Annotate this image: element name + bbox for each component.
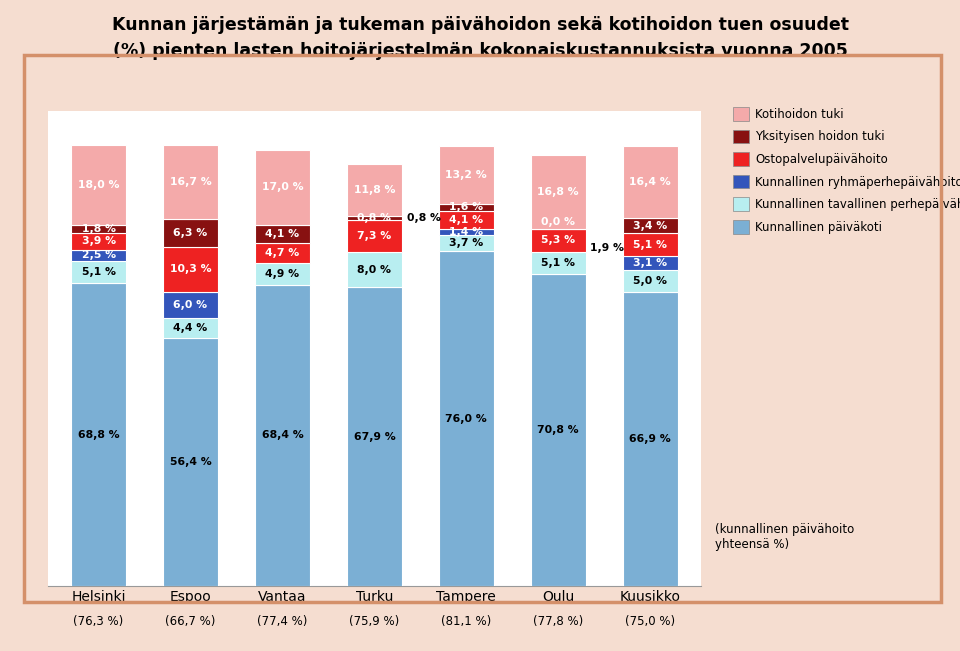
Bar <box>439 235 494 251</box>
Text: (kunnallinen päivähoito
yhteensä %): (kunnallinen päivähoito yhteensä %) <box>715 523 854 551</box>
Text: (66,7 %): (66,7 %) <box>165 615 216 628</box>
Bar <box>163 338 218 586</box>
Bar <box>623 234 678 256</box>
Text: 16,8 %: 16,8 % <box>538 187 579 197</box>
Text: 0,0 %: 0,0 % <box>541 217 575 227</box>
Bar <box>531 252 586 274</box>
Text: (%) pienten lasten hoitojärjestelmän kokonaiskustannuksista vuonna 2005: (%) pienten lasten hoitojärjestelmän kok… <box>112 42 848 61</box>
Text: (77,8 %): (77,8 %) <box>533 615 584 628</box>
Bar <box>439 146 494 204</box>
Bar <box>347 216 402 220</box>
Bar <box>163 219 218 247</box>
Text: 4,9 %: 4,9 % <box>265 269 300 279</box>
Text: 70,8 %: 70,8 % <box>538 425 579 435</box>
Bar <box>163 247 218 292</box>
Text: 5,3 %: 5,3 % <box>541 235 575 245</box>
Bar <box>531 229 586 252</box>
Text: 3,7 %: 3,7 % <box>449 238 484 248</box>
Bar <box>439 204 494 211</box>
Text: 56,4 %: 56,4 % <box>170 457 211 467</box>
Text: 2,5 %: 2,5 % <box>82 250 115 260</box>
Text: 3,1 %: 3,1 % <box>634 258 667 268</box>
Text: 4,1 %: 4,1 % <box>449 215 484 225</box>
Bar <box>347 164 402 216</box>
Bar <box>623 146 678 219</box>
Bar <box>623 219 678 234</box>
Legend: Kotihoidon tuki, Yksityisen hoidon tuki, Ostopalvelupäivähoito, Kunnallinen ryhm: Kotihoidon tuki, Yksityisen hoidon tuki,… <box>732 107 960 234</box>
Text: 76,0 %: 76,0 % <box>445 413 488 424</box>
Bar <box>439 211 494 229</box>
Bar <box>623 256 678 270</box>
Text: 6,3 %: 6,3 % <box>174 228 207 238</box>
Text: 3,4 %: 3,4 % <box>633 221 667 231</box>
Text: 68,8 %: 68,8 % <box>78 430 119 439</box>
Text: 4,1 %: 4,1 % <box>265 229 300 239</box>
Text: 11,8 %: 11,8 % <box>353 186 396 195</box>
Text: (75,0 %): (75,0 %) <box>625 615 675 628</box>
Text: 1,9 %: 1,9 % <box>590 243 624 253</box>
Text: 0,8 %: 0,8 % <box>407 213 441 223</box>
Text: Kunnan järjestämän ja tukeman päivähoidon sekä kotihoidon tuen osuudet: Kunnan järjestämän ja tukeman päivähoido… <box>111 16 849 35</box>
Text: 1,8 %: 1,8 % <box>82 223 115 234</box>
Text: 6,0 %: 6,0 % <box>174 300 207 310</box>
Bar <box>71 260 126 283</box>
Bar <box>347 220 402 252</box>
Text: 0,8 %: 0,8 % <box>357 213 392 223</box>
Text: (76,3 %): (76,3 %) <box>74 615 124 628</box>
Text: 1,4 %: 1,4 % <box>449 227 484 237</box>
Bar <box>254 264 310 285</box>
Text: 10,3 %: 10,3 % <box>170 264 211 274</box>
Text: 8,0 %: 8,0 % <box>357 264 392 275</box>
Bar <box>347 252 402 287</box>
Text: 4,7 %: 4,7 % <box>265 248 300 258</box>
Text: 68,4 %: 68,4 % <box>261 430 303 441</box>
Text: (75,9 %): (75,9 %) <box>349 615 399 628</box>
Bar <box>439 251 494 586</box>
Text: 5,1 %: 5,1 % <box>82 267 115 277</box>
Bar <box>71 225 126 232</box>
Bar <box>439 229 494 235</box>
Text: (81,1 %): (81,1 %) <box>442 615 492 628</box>
Bar <box>347 287 402 586</box>
Bar <box>163 292 218 318</box>
Bar <box>531 155 586 229</box>
Bar <box>531 274 586 586</box>
Text: 3,9 %: 3,9 % <box>82 236 115 246</box>
Text: 67,9 %: 67,9 % <box>353 432 396 441</box>
Text: (77,4 %): (77,4 %) <box>257 615 307 628</box>
Bar <box>71 232 126 250</box>
Text: 4,4 %: 4,4 % <box>174 323 207 333</box>
Text: 5,1 %: 5,1 % <box>541 258 575 268</box>
Bar <box>71 145 126 225</box>
Bar <box>254 285 310 586</box>
Bar <box>623 270 678 292</box>
Bar <box>71 283 126 586</box>
Text: 17,0 %: 17,0 % <box>262 182 303 192</box>
Bar <box>163 145 218 219</box>
Bar <box>254 243 310 264</box>
Text: 5,0 %: 5,0 % <box>634 275 667 286</box>
Text: 13,2 %: 13,2 % <box>445 170 488 180</box>
Bar <box>71 250 126 260</box>
Bar <box>254 150 310 225</box>
Bar <box>163 318 218 338</box>
Text: 5,1 %: 5,1 % <box>634 240 667 249</box>
Text: 1,6 %: 1,6 % <box>449 202 484 212</box>
Text: 66,9 %: 66,9 % <box>630 434 671 444</box>
Text: 18,0 %: 18,0 % <box>78 180 119 190</box>
Bar <box>623 292 678 586</box>
Text: 7,3 %: 7,3 % <box>357 231 392 241</box>
Text: 16,7 %: 16,7 % <box>170 177 211 187</box>
Text: 16,4 %: 16,4 % <box>630 177 671 187</box>
Bar <box>254 225 310 243</box>
